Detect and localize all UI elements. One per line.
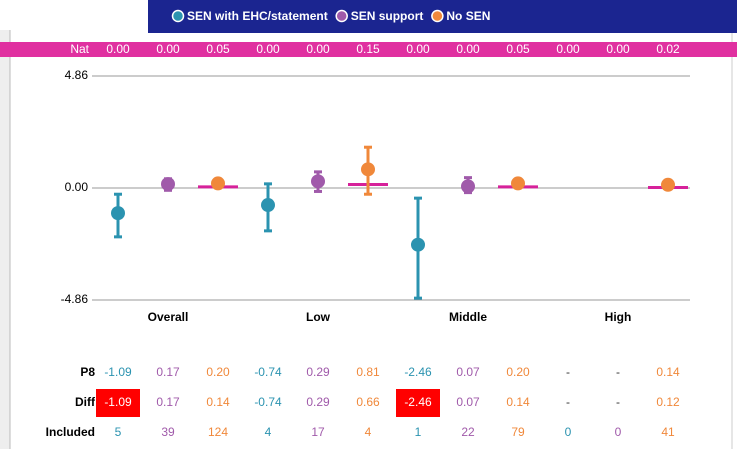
p8-value: -2.46 <box>404 365 432 379</box>
included-value: 0 <box>615 425 622 439</box>
included-value: 79 <box>511 425 525 439</box>
x-tick-label: Low <box>306 310 331 324</box>
nat-value: 0.00 <box>556 42 580 56</box>
p8-value: 0.29 <box>306 365 330 379</box>
p8-value: 0.20 <box>206 365 230 379</box>
p8-value: 0.07 <box>456 365 480 379</box>
included-value: 22 <box>461 425 475 439</box>
included-value: 124 <box>208 425 228 439</box>
row-label: Included <box>46 425 95 439</box>
p8-value: - <box>616 365 620 379</box>
row-label: Diff <box>75 395 96 409</box>
diff-value: 0.14 <box>506 395 530 409</box>
nat-value: 0.00 <box>256 42 280 56</box>
included-value: 17 <box>311 425 325 439</box>
p8-value: 0.17 <box>156 365 180 379</box>
diff-value: 0.17 <box>156 395 180 409</box>
included-value: 4 <box>265 425 272 439</box>
included-value: 5 <box>115 425 122 439</box>
point <box>461 179 475 194</box>
p8-value: 0.81 <box>356 365 380 379</box>
diff-value: 0.12 <box>656 395 680 409</box>
nat-value: 0.00 <box>406 42 430 56</box>
included-value: 1 <box>415 425 422 439</box>
legend-label: SEN support <box>351 9 424 23</box>
side-panel <box>0 30 10 449</box>
diff-value: 0.14 <box>206 395 230 409</box>
nat-value: 0.02 <box>656 42 680 56</box>
diff-value: -1.09 <box>104 395 132 409</box>
diff-value: -2.46 <box>404 395 432 409</box>
nat-value: 0.00 <box>306 42 330 56</box>
point <box>111 206 125 221</box>
legend-label: SEN with EHC/statement <box>187 9 328 23</box>
point <box>661 177 675 192</box>
nat-value: 0.00 <box>156 42 180 56</box>
included-value: 39 <box>161 425 175 439</box>
p8-value: -1.09 <box>104 365 132 379</box>
point <box>411 237 425 252</box>
included-value: 0 <box>565 425 572 439</box>
legend-swatch <box>335 9 348 23</box>
row-label: P8 <box>80 365 95 379</box>
x-tick-label: High <box>605 310 632 324</box>
diff-value: 0.66 <box>356 395 380 409</box>
y-tick-label: 4.86 <box>65 68 89 82</box>
diff-value: - <box>616 395 620 409</box>
nat-value: 0.00 <box>456 42 480 56</box>
diff-value: -0.74 <box>254 395 282 409</box>
x-tick-label: Middle <box>449 310 487 324</box>
y-tick-label: -4.86 <box>61 292 89 306</box>
point <box>261 198 275 213</box>
nat-value: 0.00 <box>106 42 130 56</box>
point <box>511 176 525 191</box>
p8-value: -0.74 <box>254 365 282 379</box>
y-tick-label: 0.00 <box>65 180 89 194</box>
nat-value: 0.05 <box>206 42 230 56</box>
point <box>211 176 225 191</box>
point <box>161 177 175 192</box>
point <box>361 162 375 177</box>
diff-value: 0.07 <box>456 395 480 409</box>
included-value: 4 <box>365 425 372 439</box>
diff-value: - <box>566 395 570 409</box>
nat-value: 0.00 <box>606 42 630 56</box>
x-tick-label: Overall <box>148 310 189 324</box>
legend-swatch <box>431 9 444 23</box>
diff-highlight <box>396 389 440 417</box>
p8-value: 0.14 <box>656 365 680 379</box>
nat-value: 0.15 <box>356 42 380 56</box>
legend-swatch <box>171 9 185 23</box>
point <box>311 174 325 189</box>
nat-strip <box>0 42 737 57</box>
nat-value: 0.05 <box>506 42 530 56</box>
included-value: 41 <box>661 425 675 439</box>
diff-value: 0.29 <box>306 395 330 409</box>
p8-value: 0.20 <box>506 365 530 379</box>
nat-label: Nat <box>70 42 89 56</box>
legend-label: No SEN <box>446 9 490 23</box>
p8-value: - <box>566 365 570 379</box>
diff-highlight <box>96 389 140 417</box>
